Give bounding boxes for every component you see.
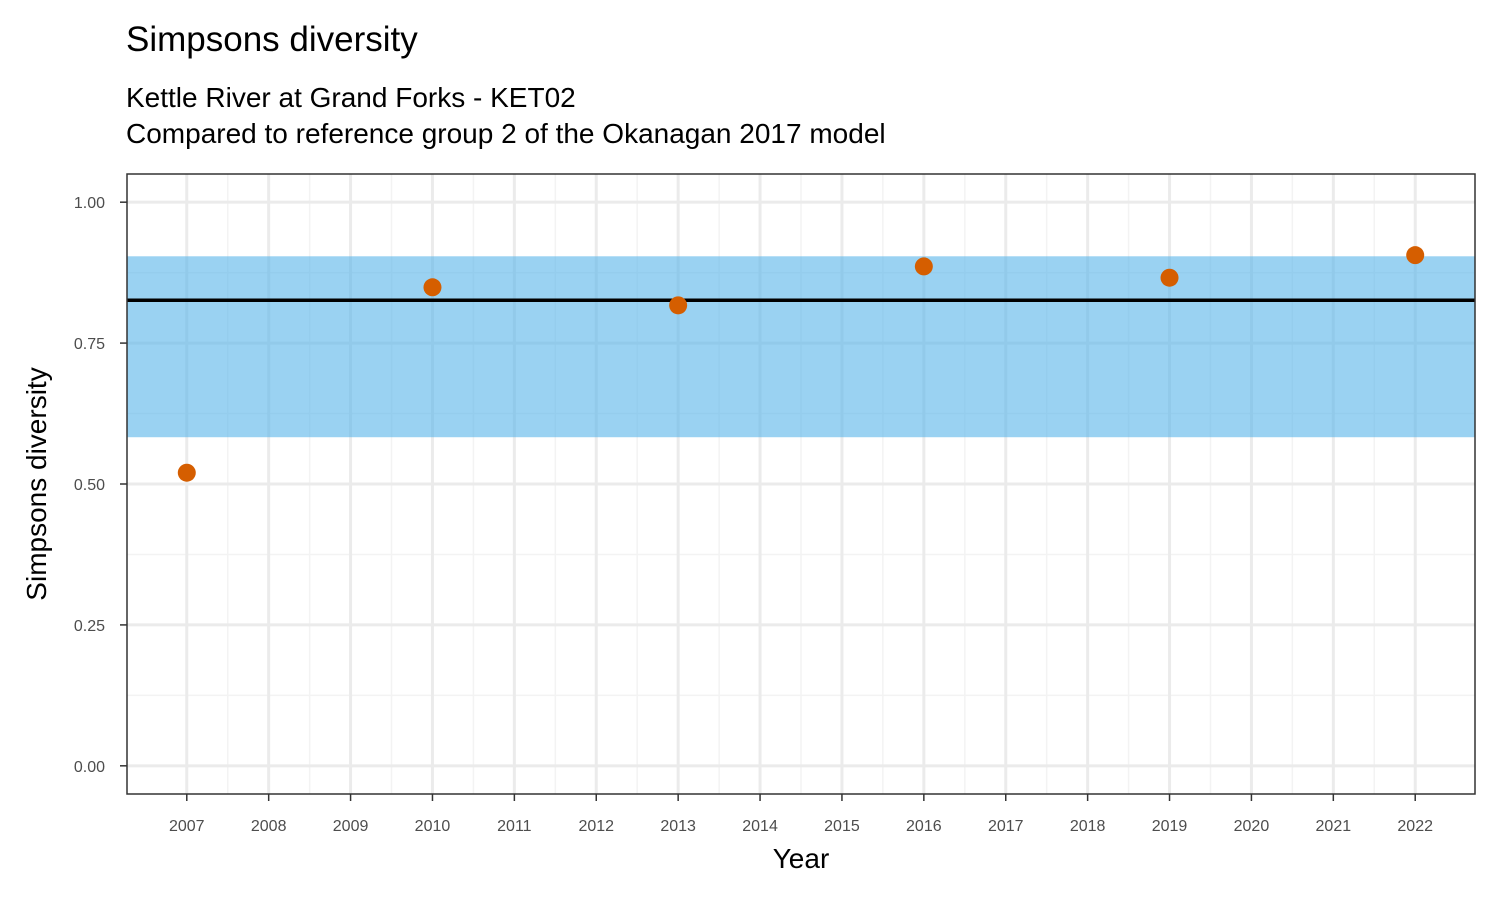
data-point-2007 (177, 463, 196, 482)
reference-band-layer (127, 256, 1475, 438)
data-point-2013 (669, 296, 688, 315)
y-tick-label-0.25: 0.25 (74, 618, 105, 635)
y-tick-label-0.50: 0.50 (74, 477, 105, 494)
x-tick-label-2009: 2009 (333, 818, 369, 835)
reference-band (127, 256, 1475, 438)
x-axis-title: Year (773, 843, 830, 874)
chart-title: Simpsons diversity (126, 20, 418, 59)
data-point-2019 (1160, 268, 1179, 287)
x-tick-label-2019: 2019 (1152, 818, 1188, 835)
x-tick-label-2015: 2015 (824, 818, 860, 835)
x-tick-label-2016: 2016 (906, 818, 942, 835)
x-tick-label-2020: 2020 (1234, 818, 1270, 835)
data-point-2010 (423, 278, 442, 297)
x-tick-label-2007: 2007 (169, 818, 205, 835)
chart-subtitle-line-2: Compared to reference group 2 of the Oka… (126, 118, 886, 149)
y-axis: 0.00 0.25 0.50 0.75 1.00 (74, 195, 127, 776)
y-tick-label-1.00: 1.00 (74, 195, 105, 212)
x-tick-label-2014: 2014 (742, 818, 778, 835)
x-tick-label-2022: 2022 (1397, 818, 1433, 835)
x-tick-label-2018: 2018 (1070, 818, 1106, 835)
x-tick-label-2011: 2011 (497, 818, 532, 835)
x-tick-label-2013: 2013 (660, 818, 696, 835)
x-tick-label-2017: 2017 (988, 818, 1024, 835)
data-point-2022 (1406, 246, 1425, 265)
x-tick-label-2008: 2008 (251, 818, 287, 835)
y-tick-label-0.75: 0.75 (74, 336, 105, 353)
x-axis: 2007 2008 2009 2010 2011 2012 2013 2014 2015 2016… (169, 794, 1433, 835)
chart-subtitle-line-1: Kettle River at Grand Forks - KET02 (126, 82, 576, 113)
data-points (177, 246, 1425, 482)
x-tick-label-2012: 2012 (578, 818, 614, 835)
data-point-2016 (914, 257, 933, 276)
x-tick-label-2021: 2021 (1316, 818, 1352, 835)
x-tick-label-2010: 2010 (415, 818, 451, 835)
y-tick-label-0.00: 0.00 (74, 759, 105, 776)
y-axis-title: Simpsons diversity (21, 367, 52, 600)
